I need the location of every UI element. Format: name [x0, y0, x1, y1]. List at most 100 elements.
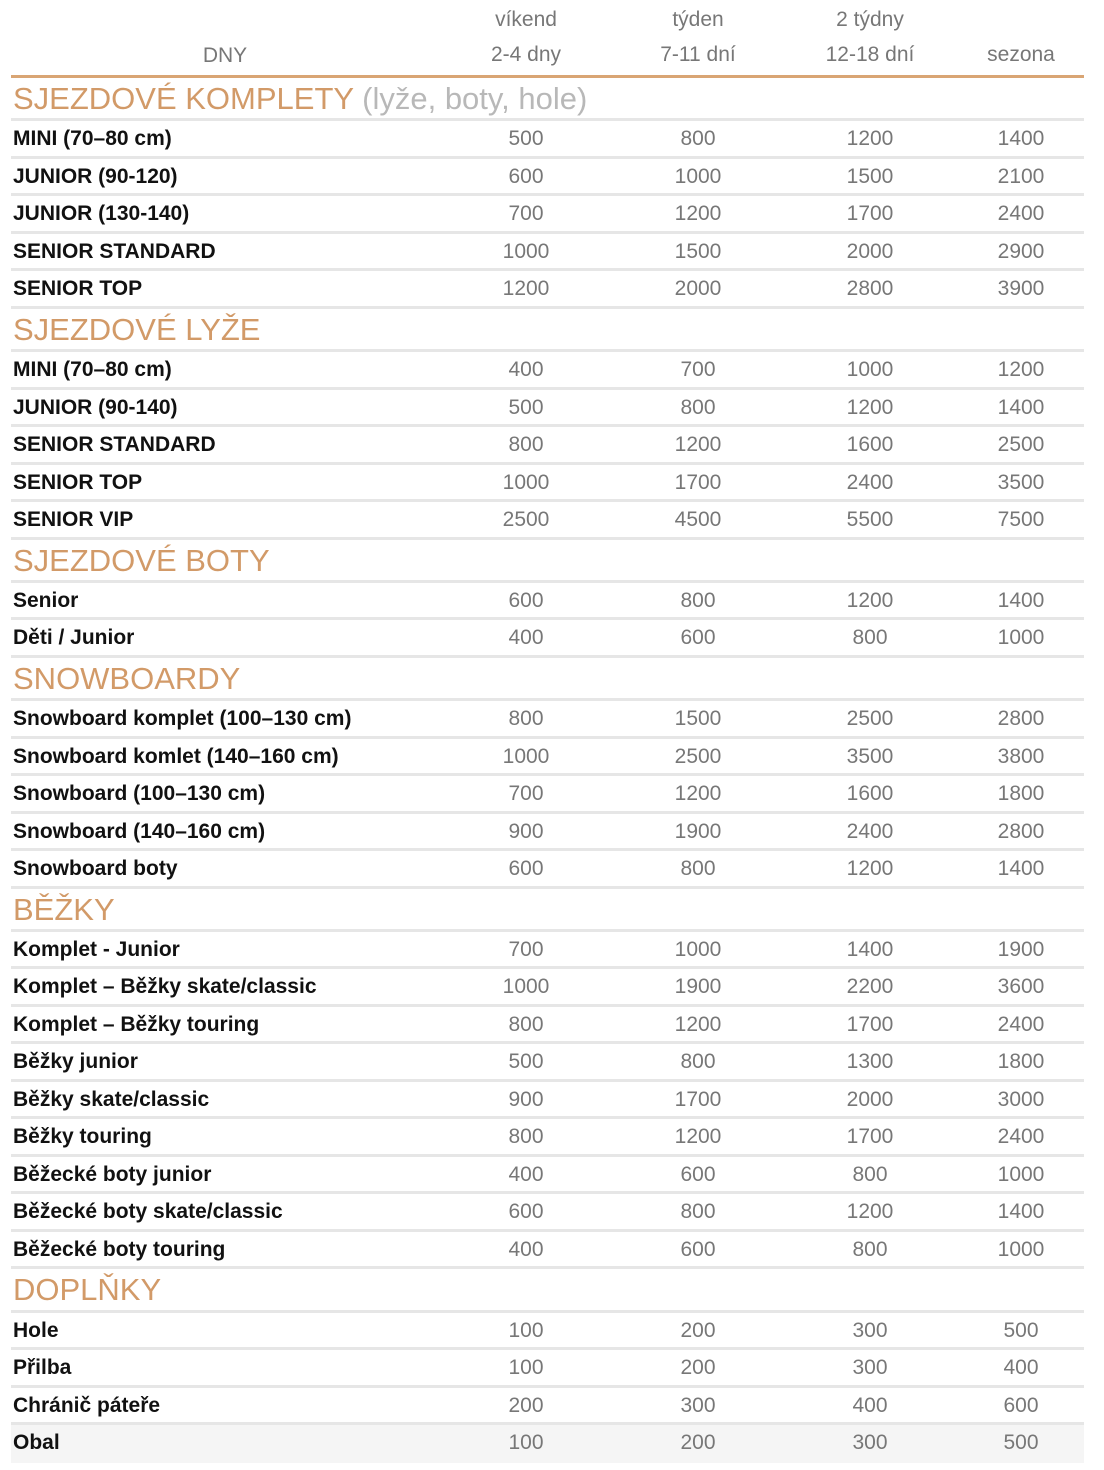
price-cell: 4500 [674, 508, 722, 532]
item-name: Hole [13, 1318, 59, 1342]
item-name: Běžky skate/classic [13, 1087, 210, 1111]
price-cell: 400 [1003, 1356, 1039, 1380]
price-cell: 1200 [674, 433, 722, 457]
table-row: SENIOR TOP 1000 1700 2400 3500 [11, 465, 1084, 503]
price-cell: 2400 [846, 819, 894, 843]
price-cell: 800 [852, 1162, 888, 1186]
item-name: JUNIOR (90-120) [13, 164, 178, 188]
price-cell: 1700 [846, 1012, 894, 1036]
price-cell: 2400 [997, 1012, 1045, 1036]
price-cell: 1900 [997, 937, 1045, 961]
item-name: JUNIOR (90-140) [13, 395, 178, 419]
price-cell: 2400 [846, 470, 894, 494]
price-cell: 800 [680, 1050, 716, 1074]
item-name: Komplet - Junior [13, 937, 180, 961]
item-name: Komplet – Běžky skate/classic [13, 975, 317, 999]
price-cell: 1900 [674, 975, 722, 999]
price-cell: 1000 [674, 937, 722, 961]
price-cell: 1000 [502, 975, 550, 999]
price-cell: 3600 [997, 975, 1045, 999]
table-row: SENIOR STANDARD 1000 1500 2000 2900 [11, 234, 1084, 272]
price-cell: 500 [508, 395, 544, 419]
price-cell: 1400 [997, 588, 1045, 612]
price-cell: 200 [680, 1431, 716, 1455]
section-title: SJEZDOVÉ BOTY [11, 540, 1084, 583]
price-cell: 1500 [674, 239, 722, 263]
table-row: Běžecké boty skate/classic 600 800 1200 1400 [11, 1194, 1084, 1232]
price-cell: 1000 [997, 1162, 1045, 1186]
table-row: JUNIOR (130-140) 700 1200 1700 2400 [11, 196, 1084, 234]
price-cell: 2400 [997, 202, 1045, 226]
item-name: Běžecké boty junior [13, 1162, 212, 1186]
price-cell: 100 [508, 1356, 544, 1380]
price-cell: 600 [680, 1162, 716, 1186]
price-cell: 300 [852, 1318, 888, 1342]
price-cell: 1700 [846, 202, 894, 226]
price-cell: 1800 [997, 1050, 1045, 1074]
price-cell: 800 [852, 1237, 888, 1261]
price-cell: 600 [508, 1200, 544, 1224]
price-cell: 2000 [846, 1087, 894, 1111]
price-cell: 2800 [846, 277, 894, 301]
price-cell: 1400 [997, 127, 1045, 151]
price-cell: 1200 [846, 857, 894, 881]
price-cell: 600 [508, 857, 544, 881]
section-title-text: SNOWBOARDY [13, 660, 241, 696]
section-title-text: SJEZDOVÉ BOTY [13, 542, 270, 578]
price-cell: 3500 [997, 470, 1045, 494]
item-name: MINI (70–80 cm) [13, 358, 172, 382]
price-cell: 700 [508, 782, 544, 806]
item-name: Snowboard (140–160 cm) [13, 819, 266, 843]
price-cell: 300 [852, 1431, 888, 1455]
price-cell: 900 [508, 819, 544, 843]
section-subtitle: (lyže, boty, hole) [362, 81, 588, 116]
price-cell: 600 [680, 626, 716, 650]
item-name: Běžecké boty touring [13, 1237, 226, 1261]
price-cell: 2500 [997, 433, 1045, 457]
price-cell: 7500 [997, 508, 1045, 532]
item-name: Snowboard boty [13, 857, 178, 881]
section-title-text: SJEZDOVÉ KOMPLETY [13, 81, 354, 116]
header-col-weekend: víkend 2-4 dny [456, 2, 596, 72]
header-dny: DNY [202, 44, 248, 67]
price-cell: 1200 [846, 1200, 894, 1224]
price-cell: 5500 [846, 508, 894, 532]
table-row: Běžky junior 500 800 1300 1800 [11, 1044, 1084, 1082]
price-cell: 2800 [997, 819, 1045, 843]
price-cell: 1200 [674, 782, 722, 806]
price-cell: 1000 [502, 470, 550, 494]
price-cell: 800 [852, 626, 888, 650]
table-row: Obal 100 200 300 500 [11, 1425, 1084, 1463]
price-cell: 800 [508, 1012, 544, 1036]
item-name: SENIOR TOP [13, 470, 143, 494]
price-cell: 500 [1003, 1431, 1039, 1455]
price-cell: 800 [508, 707, 544, 731]
price-cell: 1600 [846, 433, 894, 457]
table-row: Běžecké boty junior 400 600 800 1000 [11, 1157, 1084, 1195]
price-cell: 100 [508, 1431, 544, 1455]
price-cell: 1400 [997, 1200, 1045, 1224]
price-cell: 500 [508, 1050, 544, 1074]
price-cell: 800 [680, 588, 716, 612]
price-cell: 3000 [997, 1087, 1045, 1111]
item-name: Snowboard komlet (140–160 cm) [13, 744, 339, 768]
price-cell: 400 [508, 358, 544, 382]
price-cell: 3900 [997, 277, 1045, 301]
table-row: Děti / Junior 400 600 800 1000 [11, 620, 1084, 658]
price-cell: 400 [508, 626, 544, 650]
section-title: SJEZDOVÉ LYŽE [11, 309, 1084, 353]
section-title: SJEZDOVÉ KOMPLETY (lyže, boty, hole) [11, 78, 1084, 122]
price-cell: 700 [508, 937, 544, 961]
item-name: Běžky junior [13, 1050, 138, 1074]
table-row: Senior 600 800 1200 1400 [11, 583, 1084, 621]
price-cell: 300 [852, 1356, 888, 1380]
table-header: DNY víkend 2-4 dny týden 7-11 dní 2 týdn… [11, 0, 1084, 78]
section-title: SNOWBOARDY [11, 658, 1084, 702]
price-cell: 2900 [997, 239, 1045, 263]
price-cell: 1200 [846, 588, 894, 612]
header-col-bottom: 12-18 dní [825, 43, 915, 66]
item-name: SENIOR STANDARD [13, 239, 216, 263]
item-name: Senior [13, 588, 79, 612]
table-row: Chránič páteře 200 300 400 600 [11, 1388, 1084, 1426]
price-cell: 1300 [846, 1050, 894, 1074]
